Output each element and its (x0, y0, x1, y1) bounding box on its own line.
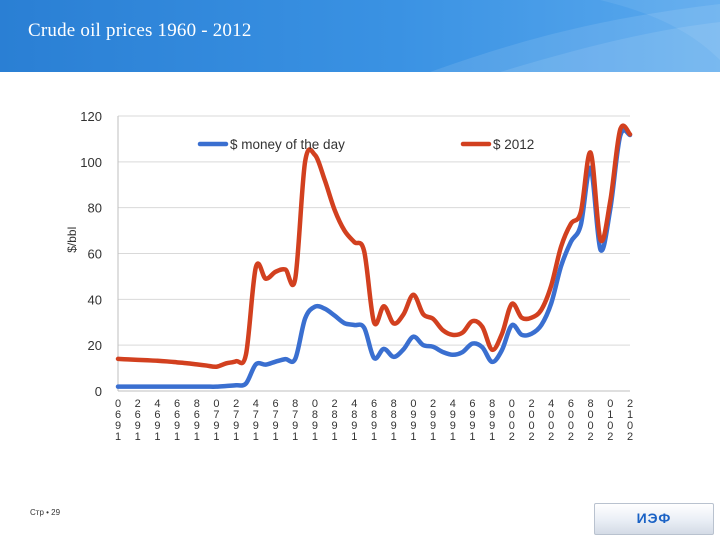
y-tick-label: 20 (88, 338, 102, 353)
y-tick-label: 40 (88, 292, 102, 307)
y-tick-label: 120 (80, 109, 102, 124)
slide-title: Crude oil prices 1960 - 2012 (28, 20, 252, 41)
oil-price-chart: 0 20 40 60 80 100 120 $/bbl 0 6 9 1 2 6 9 1 4 6 9 1 6 6 9 1 8 6 9 1… (65, 109, 633, 443)
logo: ИЭФ (594, 503, 714, 535)
legend-label: $ money of the day (230, 137, 345, 152)
slide-header: Crude oil prices 1960 - 2012 (0, 0, 720, 72)
y-tick-label: 100 (80, 155, 102, 170)
legend-label: $ 2012 (493, 137, 534, 152)
series-line-money-of-the-day (115, 128, 633, 389)
series-line-2012-dollars (115, 123, 633, 370)
y-tick-label: 80 (88, 201, 102, 216)
page-number: Стр • 29 (30, 508, 61, 517)
y-tick-label: 60 (88, 247, 102, 262)
logo-text: ИЭФ (636, 510, 672, 526)
header-swoosh-decoration (430, 0, 720, 72)
y-axis-label: $/bbl (65, 227, 79, 253)
y-tick-label: 0 (95, 384, 102, 399)
